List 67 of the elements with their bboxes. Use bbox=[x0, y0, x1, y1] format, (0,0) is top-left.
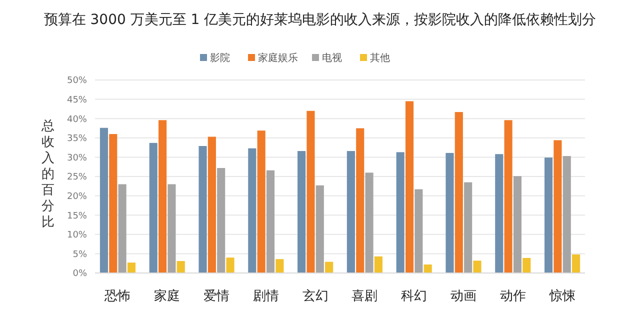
x-tick-label: 喜剧 bbox=[352, 289, 378, 304]
bar bbox=[217, 168, 226, 273]
y-tick-label: 45% bbox=[66, 95, 88, 106]
x-tick-label: 玄幻 bbox=[302, 288, 328, 304]
x-tick-label: 爱情 bbox=[204, 289, 230, 304]
y-tick-label: 35% bbox=[66, 134, 88, 144]
bar bbox=[325, 262, 334, 273]
x-tick-label: 动画 bbox=[450, 289, 476, 304]
legend-label: 其他 bbox=[370, 52, 390, 64]
y-tick-label: 15% bbox=[66, 211, 88, 222]
bar bbox=[226, 258, 234, 273]
bar bbox=[414, 189, 423, 273]
bar bbox=[396, 152, 404, 273]
chart-title: 预算在 3000 万美元至 1 亿美元的好莱坞电影的收入来源，按影院收入的降低依赖性划分 bbox=[44, 12, 596, 28]
y-tick-label: 40% bbox=[66, 114, 88, 125]
legend-label: 电视 bbox=[322, 52, 342, 64]
bar bbox=[405, 101, 414, 273]
y-axis-title: 总收入的百分比 bbox=[40, 119, 54, 230]
bar bbox=[374, 256, 382, 273]
bar bbox=[572, 254, 580, 273]
bar bbox=[346, 151, 355, 273]
bar bbox=[257, 130, 266, 273]
y-tick-label: 5% bbox=[72, 250, 88, 260]
bar bbox=[118, 184, 126, 273]
x-tick-label: 剧情 bbox=[252, 289, 279, 304]
bar bbox=[168, 184, 176, 273]
bar bbox=[495, 154, 504, 273]
bar bbox=[276, 259, 284, 273]
bar bbox=[306, 110, 315, 273]
bar bbox=[424, 264, 432, 273]
bar bbox=[504, 120, 512, 273]
bar bbox=[562, 156, 571, 273]
bar bbox=[149, 142, 158, 273]
bar bbox=[109, 134, 118, 273]
y-tick-label: 0% bbox=[72, 269, 88, 280]
bar bbox=[208, 136, 216, 273]
x-tick-label: 惊悚 bbox=[548, 288, 576, 304]
bar bbox=[513, 176, 522, 273]
bar bbox=[198, 146, 207, 273]
y-tick-label: 50% bbox=[66, 76, 88, 86]
bar bbox=[356, 128, 364, 273]
bar bbox=[248, 148, 256, 273]
bar bbox=[316, 185, 324, 273]
bar bbox=[544, 158, 553, 273]
bar bbox=[522, 258, 531, 273]
x-tick-label: 恐怖 bbox=[104, 289, 131, 304]
x-tick-label: 科幻 bbox=[401, 289, 428, 304]
y-tick-label: 20% bbox=[66, 192, 88, 202]
bar bbox=[554, 140, 562, 273]
bar bbox=[473, 260, 482, 273]
x-tick-label: 家庭 bbox=[154, 288, 180, 304]
x-tick-label: 动作 bbox=[500, 289, 526, 304]
bar bbox=[127, 262, 136, 273]
y-tick-label: 25% bbox=[66, 172, 88, 183]
y-tick-label: 10% bbox=[66, 230, 88, 241]
bar bbox=[266, 170, 275, 273]
bar bbox=[158, 120, 167, 273]
legend-label: 家庭娱乐 bbox=[258, 52, 298, 64]
bar bbox=[464, 182, 472, 273]
bar bbox=[365, 172, 374, 273]
bar bbox=[298, 151, 306, 273]
bar bbox=[454, 112, 463, 273]
y-tick-label: 30% bbox=[66, 153, 88, 164]
bar bbox=[176, 261, 185, 273]
legend-label: 影院 bbox=[210, 52, 230, 64]
bar bbox=[100, 128, 108, 273]
bar bbox=[446, 152, 454, 273]
